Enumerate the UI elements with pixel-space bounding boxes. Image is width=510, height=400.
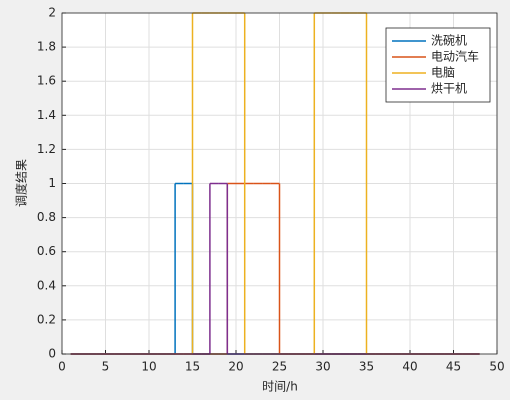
legend-label: 电脑 — [431, 66, 455, 80]
x-tick-label: 50 — [489, 360, 504, 374]
x-axis-label: 时间/h — [262, 380, 298, 394]
y-tick-label: 1.2 — [37, 142, 56, 156]
legend-label: 电动汽车 — [431, 49, 479, 64]
x-tick-label: 30 — [315, 360, 330, 374]
y-tick-label: 1 — [48, 176, 56, 190]
y-tick-label: 1.4 — [37, 108, 56, 122]
y-tick-label: 1.8 — [37, 40, 56, 54]
x-tick-label: 20 — [228, 360, 243, 374]
y-axis-label: 调度结果 — [14, 159, 29, 207]
x-tick-label: 10 — [141, 360, 156, 374]
x-tick-label: 45 — [446, 360, 461, 374]
y-tick-label: 0 — [48, 347, 56, 361]
y-tick-label: 0.4 — [37, 278, 56, 292]
x-tick-label: 40 — [402, 360, 417, 374]
axes-box — [61, 12, 498, 355]
y-tick-label: 0.8 — [37, 210, 56, 224]
legend-label: 洗碗机 — [431, 33, 467, 48]
y-tick-label: 0.6 — [37, 244, 56, 258]
y-tick-label: 0.2 — [37, 312, 56, 326]
y-tick-label: 2 — [48, 6, 56, 20]
x-tick-label: 25 — [272, 360, 287, 374]
y-tick-label: 1.6 — [37, 74, 56, 88]
x-tick-label: 0 — [58, 360, 66, 374]
legend-label: 烘干机 — [431, 82, 467, 96]
x-tick-label: 15 — [185, 360, 200, 374]
x-tick-label: 35 — [359, 360, 374, 374]
x-tick-label: 5 — [102, 360, 110, 374]
